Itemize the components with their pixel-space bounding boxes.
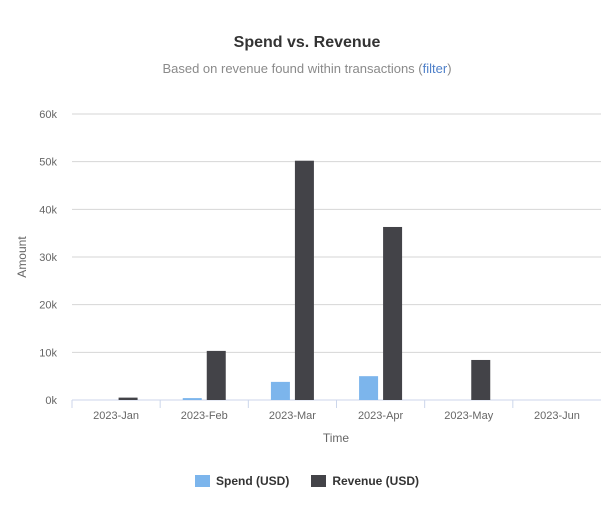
spend-bar: [270, 381, 290, 400]
x-tick-label: 2023-Jan: [93, 410, 139, 422]
legend-swatch-revenue: [311, 475, 327, 487]
revenue-bar: [206, 350, 226, 400]
x-tick-label: 2023-Apr: [358, 410, 404, 422]
spend-bar: [359, 376, 379, 400]
revenue-bar: [471, 359, 491, 400]
y-tick-label: 40k: [39, 204, 57, 216]
y-tick-label: 50k: [39, 157, 57, 169]
y-axis-label: Amount: [15, 236, 29, 278]
revenue-bar: [118, 397, 138, 400]
x-tick-label: 2023-Feb: [181, 410, 228, 422]
legend-item-revenue[interactable]: Revenue (USD): [311, 474, 419, 488]
legend-item-spend[interactable]: Spend (USD): [194, 474, 290, 488]
spend-bar: [182, 398, 202, 400]
revenue-bar: [383, 226, 403, 400]
x-tick-label: 2023-May: [444, 410, 493, 422]
y-tick-label: 60k: [39, 109, 57, 121]
x-tick-label: 2023-Mar: [269, 410, 316, 422]
legend-label-revenue: Revenue (USD): [332, 474, 420, 488]
x-axis-label: Time: [323, 431, 350, 445]
subtitle-close: ): [447, 61, 452, 76]
chart-title: Spend vs. Revenue: [233, 34, 381, 51]
y-tick-label: 10k: [39, 347, 57, 359]
y-tick-label: 30k: [39, 252, 57, 264]
y-tick-label: 0k: [45, 395, 57, 407]
legend-swatch-spend: [194, 475, 210, 487]
subtitle-text: Based on revenue found within transactio…: [162, 61, 423, 76]
y-tick-label: 20k: [39, 300, 57, 312]
legend-label-spend: Spend (USD): [215, 474, 290, 488]
revenue-bar: [294, 160, 314, 400]
filter-link[interactable]: filter: [422, 61, 448, 76]
x-tick-label: 2023-Jun: [534, 410, 580, 422]
chart-subtitle: Based on revenue found within transactio…: [0, 61, 614, 76]
chart-legend: Spend (USD) Revenue (USD): [0, 474, 614, 488]
